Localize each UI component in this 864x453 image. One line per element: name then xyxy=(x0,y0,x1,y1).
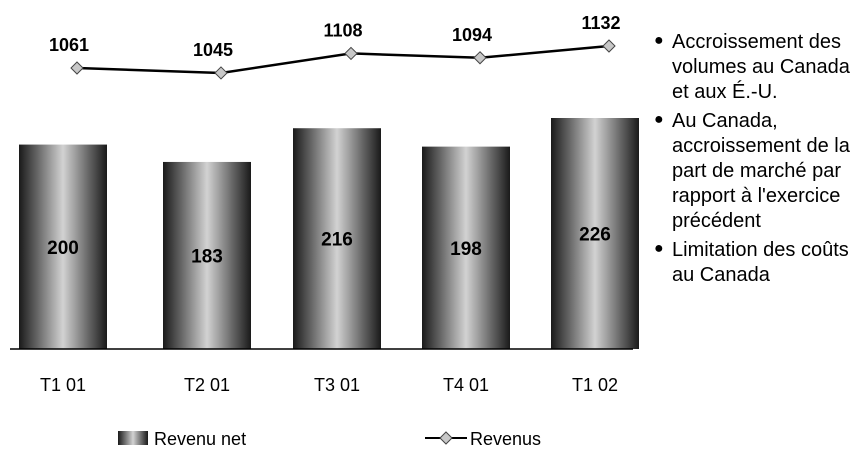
revenue-value-label: 1108 xyxy=(323,20,362,40)
bar-t1-02 xyxy=(551,118,639,349)
revenue-point xyxy=(473,51,487,65)
revenue-line: 1061 1045 1108 1094 1132 xyxy=(49,13,621,80)
revenue-point xyxy=(344,46,358,61)
bars: 200 183 216 198 226 xyxy=(19,118,639,349)
bar-t2-01 xyxy=(163,161,251,349)
bar-value-label: 183 xyxy=(191,246,223,267)
x-tick-labels: T1 01 T2 01 T3 01 T4 01 T1 02 xyxy=(40,375,618,395)
x-tick-label: T2 01 xyxy=(184,375,230,395)
revenue-value-label: 1094 xyxy=(452,25,492,45)
bullet-item: ● Accroissement des volumes au Canada et … xyxy=(652,30,862,105)
bar-value-label: 198 xyxy=(450,239,482,260)
legend: Revenu net Revenus xyxy=(118,429,541,449)
x-tick-label: T1 02 xyxy=(572,375,618,395)
revenue-point xyxy=(70,61,84,75)
revenue-value-label: 1132 xyxy=(581,13,620,33)
bullet-dot-icon: ● xyxy=(654,111,664,128)
x-tick-label: T4 01 xyxy=(443,375,489,395)
bullet-item: ● Au Canada, accroissement de la part de … xyxy=(652,109,862,234)
bullet-list: ● Accroissement des volumes au Canada et … xyxy=(652,30,862,292)
x-tick-label: T3 01 xyxy=(314,375,360,395)
legend-bar-swatch xyxy=(118,431,148,445)
revenue-line-path xyxy=(76,44,610,75)
revenue-value-label: 1061 xyxy=(49,35,89,55)
bar-t3-01 xyxy=(293,128,381,349)
x-tick-label: T1 01 xyxy=(40,375,86,395)
bullet-dot-icon: ● xyxy=(654,32,664,49)
bar-t1-01 xyxy=(19,144,107,349)
bar-t4-01 xyxy=(422,146,510,349)
bullet-text: Limitation des coûts au Canada xyxy=(672,239,849,286)
legend-item-revenus: Revenus xyxy=(470,429,541,449)
revenue-value-label: 1045 xyxy=(193,40,233,60)
bullet-dot-icon: ● xyxy=(654,240,664,257)
bullet-text: Accroissement des volumes au Canada et a… xyxy=(672,31,850,103)
bullet-text: Au Canada, accroissement de la part de m… xyxy=(672,110,850,232)
bullet-item: ● Limitation des coûts au Canada xyxy=(652,238,862,288)
bar-value-label: 216 xyxy=(321,230,353,251)
revenue-point xyxy=(602,39,616,53)
revenue-point xyxy=(214,66,228,80)
bar-value-label: 200 xyxy=(47,238,79,259)
legend-diamond-marker xyxy=(439,431,453,445)
legend-item-revenu-net: Revenu net xyxy=(154,429,246,449)
bar-value-label: 226 xyxy=(579,225,611,246)
